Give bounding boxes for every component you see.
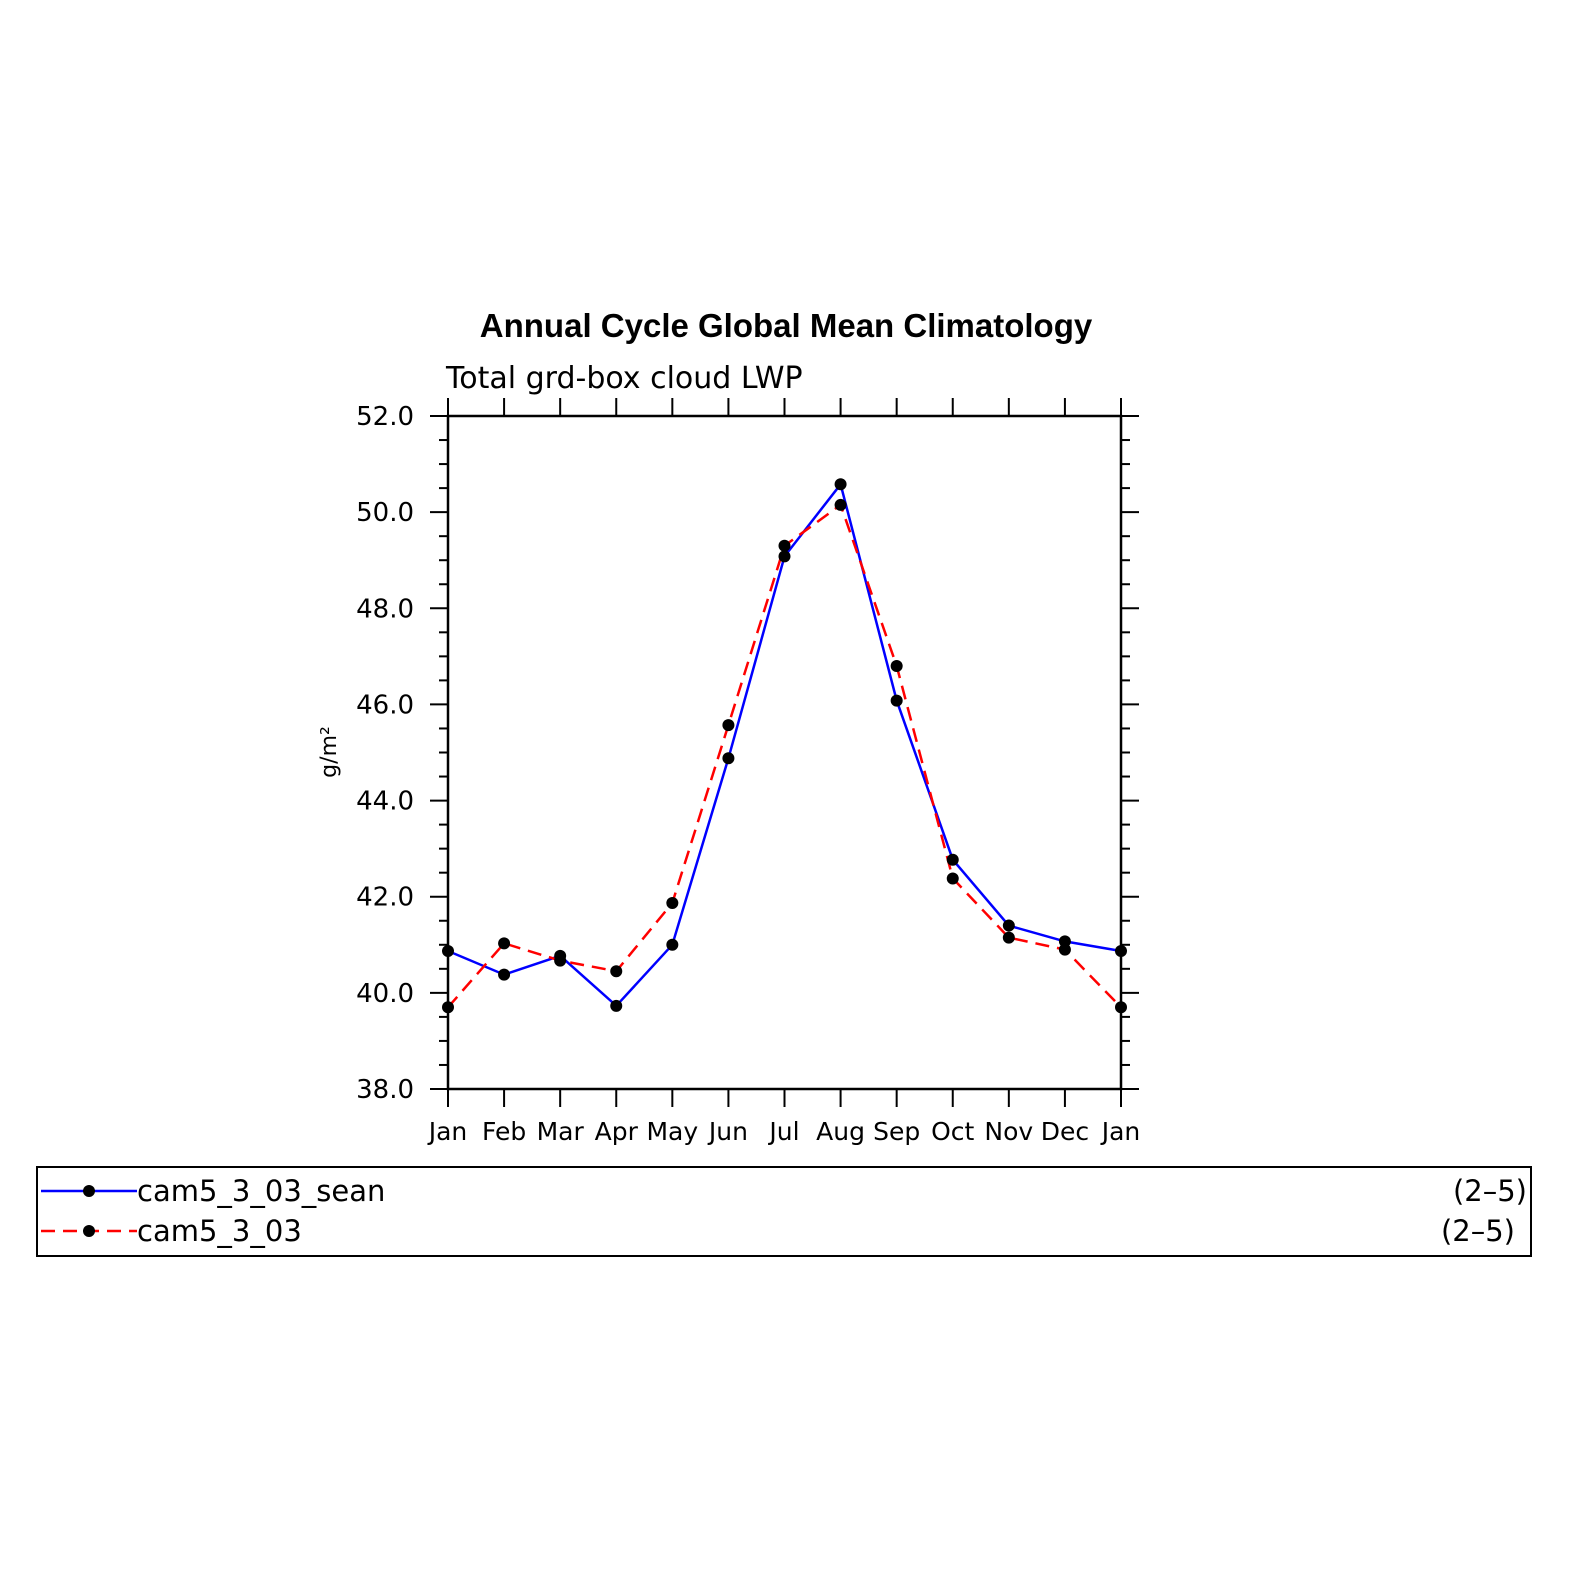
x-tick-label: Feb — [482, 1117, 526, 1146]
x-axis-ticks: Jan Feb Mar Apr May Jun Jul Aug Sep Oct Nov Dec Jan — [427, 398, 1141, 1146]
data-point-cam5_3_03 — [1002, 931, 1015, 944]
y-tick-label: 46.0 — [356, 690, 414, 720]
data-point-cam5_3_03 — [610, 965, 623, 978]
y-tick-label: 50.0 — [356, 498, 414, 528]
data-point-cam5_3_03_sean — [498, 968, 511, 981]
x-tick-label: Jan — [1100, 1117, 1141, 1146]
legend-range-label: (2–5) — [1441, 1214, 1515, 1248]
data-point-cam5_3_03 — [498, 937, 511, 950]
plot-frame — [446, 414, 1123, 1091]
data-point-cam5_3_03 — [722, 719, 735, 732]
y-tick-label: 44.0 — [356, 787, 414, 817]
y-tick-label: 38.0 — [356, 1075, 414, 1105]
data-point-cam5_3_03 — [946, 872, 959, 885]
data-point-cam5_3_03 — [442, 1001, 454, 1014]
x-tick-label: Mar — [537, 1117, 585, 1146]
legend-marker — [83, 1185, 95, 1197]
data-point-cam5_3_03 — [1058, 943, 1071, 956]
data-point-cam5_3_03 — [1115, 1001, 1127, 1014]
data-point-cam5_3_03 — [890, 659, 903, 672]
data-point-cam5_3_03_sean — [1115, 945, 1127, 958]
x-tick-label: Jun — [707, 1117, 748, 1146]
y-axis-label: g/m² — [317, 726, 342, 778]
data-point-cam5_3_03 — [834, 498, 847, 511]
y-axis-ticks: 38.0 40.0 42.0 44.0 46.0 48.0 50.0 52.0 — [356, 402, 1139, 1105]
legend-entry-label: cam5_3_03 — [137, 1214, 302, 1248]
data-point-cam5_3_03_sean — [1002, 919, 1015, 932]
legend-range-label: (2–5) — [1453, 1174, 1527, 1208]
y-tick-label: 42.0 — [356, 883, 414, 913]
x-tick-label: Jan — [427, 1117, 468, 1146]
data-point-cam5_3_03_sean — [666, 938, 679, 951]
x-tick-label: Dec — [1041, 1117, 1089, 1146]
data-point-cam5_3_03 — [666, 896, 679, 909]
x-tick-label: Jul — [767, 1117, 799, 1146]
x-tick-label: Nov — [984, 1117, 1033, 1146]
series-line-cam5_3_03 — [447, 502, 1122, 1009]
data-point-cam5_3_03_sean — [834, 478, 847, 491]
data-point-cam5_3_03_sean — [722, 752, 735, 765]
x-tick-label: May — [646, 1117, 698, 1146]
x-tick-label: Aug — [816, 1117, 865, 1146]
x-tick-label: Oct — [931, 1117, 974, 1146]
series-lines — [447, 481, 1122, 1009]
x-tick-label: Sep — [873, 1117, 920, 1146]
chart-title: Annual Cycle Global Mean Climatology — [480, 307, 1093, 344]
plot-border — [446, 414, 1123, 1091]
legend-box — [36, 1166, 1532, 1257]
data-point-cam5_3_03_sean — [890, 694, 903, 707]
data-point-cam5_3_03 — [554, 954, 567, 967]
legend-marker — [83, 1225, 95, 1237]
series-markers — [442, 478, 1127, 1014]
data-point-cam5_3_03_sean — [442, 945, 454, 958]
data-point-cam5_3_03_sean — [946, 853, 959, 866]
chart-subtitle: Total grd-box cloud LWP — [445, 361, 803, 396]
legend-entry-label: cam5_3_03_sean — [137, 1174, 385, 1208]
data-point-cam5_3_03_sean — [778, 550, 791, 563]
y-tick-label: 40.0 — [356, 979, 414, 1009]
y-tick-label: 52.0 — [356, 402, 414, 432]
data-point-cam5_3_03 — [778, 539, 791, 552]
data-point-cam5_3_03_sean — [610, 999, 623, 1012]
legend: cam5_3_03_sean (2–5) cam5_3_03 (2–5) — [36, 1166, 1532, 1257]
x-tick-label: Apr — [595, 1117, 639, 1146]
y-tick-label: 48.0 — [356, 594, 414, 624]
series-line-cam5_3_03_sean — [447, 481, 1122, 1008]
